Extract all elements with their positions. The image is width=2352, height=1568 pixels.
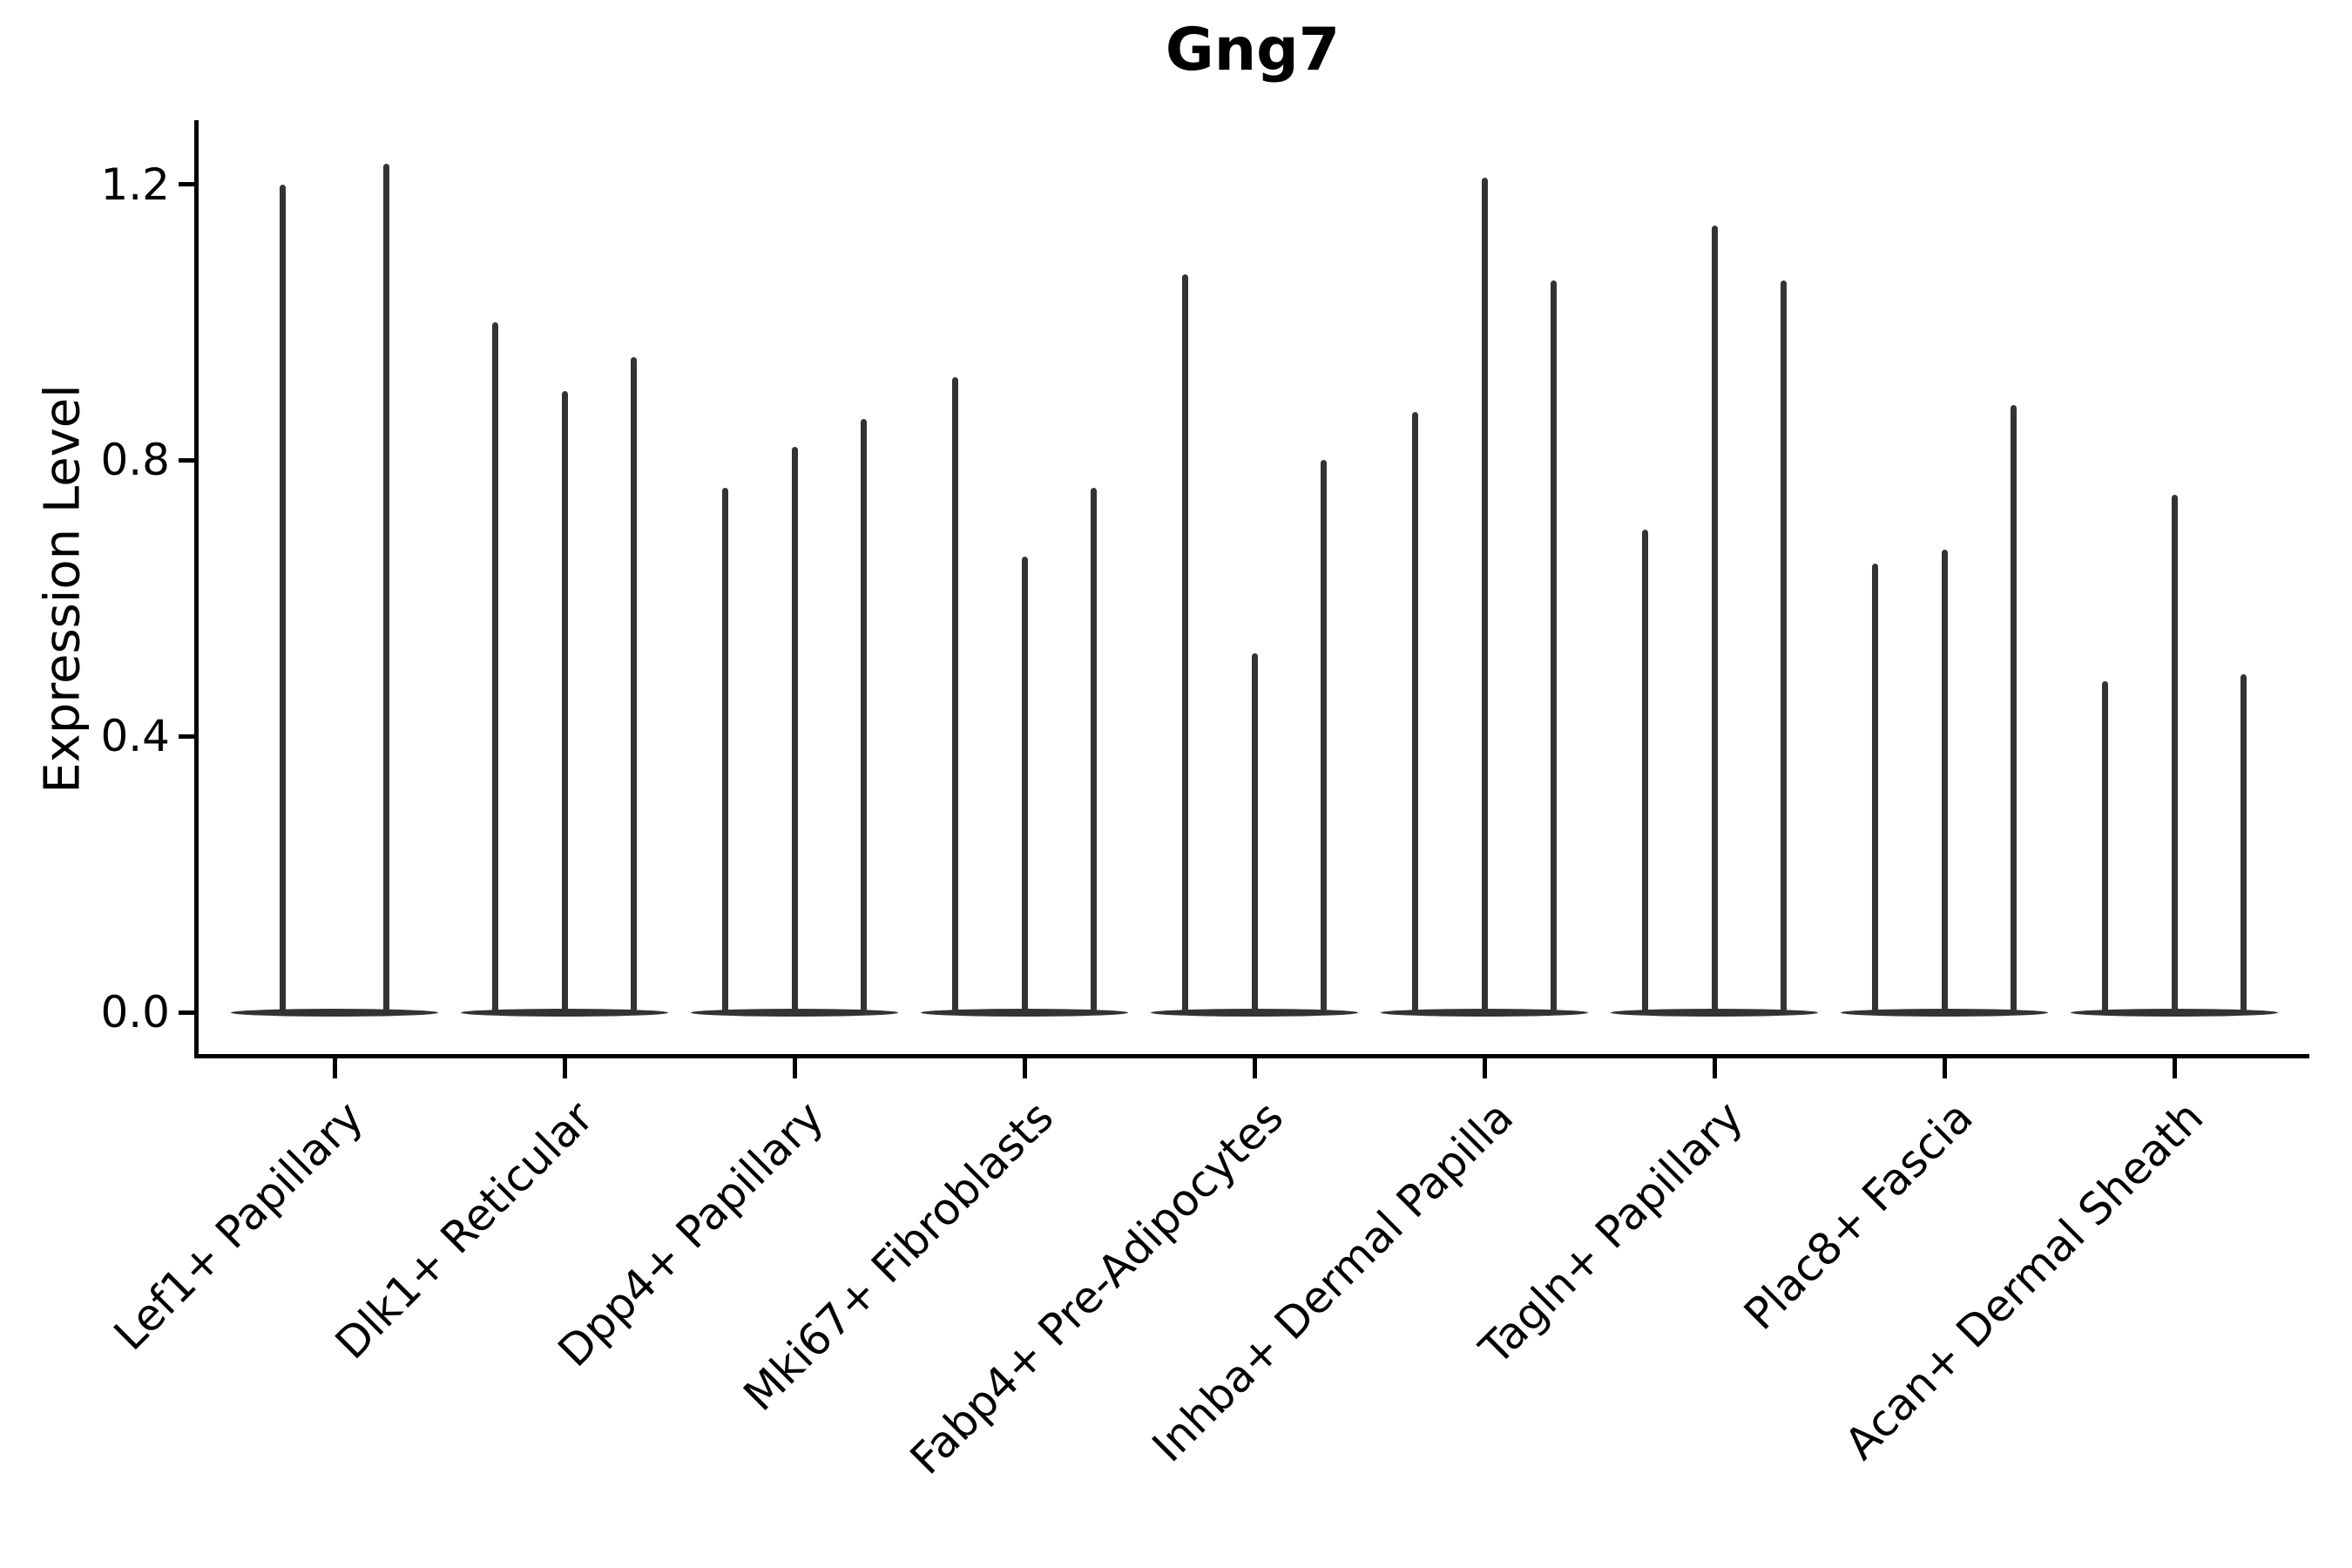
x-tick-label-1: Lef1+ Papillary [105,1092,374,1361]
x-tick [1022,1058,1027,1078]
x-tick [2172,1058,2177,1078]
chart-title: Gng7 [1165,16,1341,84]
x-tick [562,1058,567,1078]
x-tick-label-5: Fabp4+ Pre-Adipocytes [900,1092,1294,1484]
violin-spike [2171,495,2178,1014]
y-axis-spine [194,120,199,1058]
violin-spike [280,184,287,1014]
x-tick [1942,1058,1947,1078]
violin-spike [1780,280,1787,1014]
x-tick-label-2: Dlk1+ Reticular [326,1092,604,1369]
violin-spike [1182,274,1189,1014]
violin-spike [1320,460,1327,1014]
y-tick [179,733,194,739]
y-tick [179,1010,194,1015]
violin-spike [1090,488,1097,1014]
violin-base [231,1008,438,1017]
y-tick-label: 0.8 [100,435,170,486]
y-tick-label: 0.0 [100,987,170,1037]
violin-spike [860,418,867,1014]
violin-spike [1941,550,1948,1014]
x-axis-spine [194,1054,2309,1058]
y-tick [179,457,194,463]
violin-spike [492,322,499,1014]
violin-spike [1711,226,1718,1014]
y-axis-label: Expression Level [34,384,91,794]
x-tick [792,1058,797,1078]
violin-spike [1251,653,1258,1014]
violin-spike [1481,177,1488,1014]
violin-spike [1872,564,1879,1014]
violin-spike [952,377,959,1014]
violin-spike [2102,680,2109,1014]
y-tick [179,182,194,187]
x-tick [1712,1058,1717,1078]
y-tick-label: 0.4 [100,711,170,762]
violin-spike [791,446,798,1014]
violin-spike [2010,405,2017,1014]
violin-spike [722,488,729,1014]
violin-spike [2240,673,2247,1014]
violin-spike [561,391,568,1014]
x-tick [1482,1058,1487,1078]
violin-spike [382,163,389,1014]
x-tick [1252,1058,1257,1078]
y-tick-label: 1.2 [100,159,170,210]
violin-spike [1021,557,1028,1014]
violin-spike [1642,529,1649,1014]
x-tick [332,1058,337,1078]
violin-spike [1412,411,1419,1014]
violin-spike [630,356,637,1014]
violin-spike [1550,280,1557,1014]
x-tick-label-8: Plac8+ Fascia [1734,1092,1984,1340]
